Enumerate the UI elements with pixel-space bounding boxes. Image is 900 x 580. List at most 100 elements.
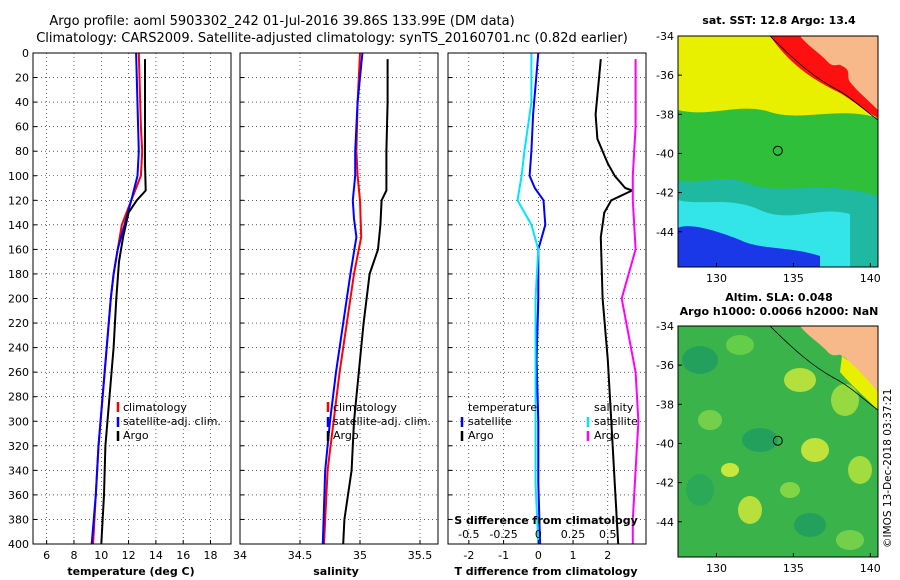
series-line-temperature-satellite bbox=[528, 53, 547, 544]
temperature-legend: climatology satellite-adj. clim. Argo bbox=[116, 401, 221, 442]
sla-map: Altim. SLA: 0.048 Argo h1000: 0.0066 h20… bbox=[656, 291, 881, 575]
s-difference-label: S difference from climatology bbox=[454, 514, 638, 527]
legend-s-satellite-label: satellite bbox=[594, 415, 638, 428]
t-difference-xlabel: T difference from climatology bbox=[454, 565, 637, 578]
sla-coastal-band bbox=[840, 356, 878, 410]
depth-tick-label: 260 bbox=[8, 366, 29, 379]
sla-blob bbox=[682, 346, 718, 374]
map-x-tick-label: 135 bbox=[783, 562, 804, 575]
map-y-tick-label: -42 bbox=[656, 477, 674, 490]
map-x-tick-label: 130 bbox=[706, 272, 727, 285]
depth-tick-label: 220 bbox=[8, 317, 29, 330]
series-line-satellite-adj-clim- bbox=[90, 53, 140, 544]
depth-tick-label: 300 bbox=[8, 415, 29, 428]
argo-position-marker bbox=[772, 435, 783, 446]
series-line-satellite-adj-clim- bbox=[321, 53, 364, 544]
depth-tick-label: 60 bbox=[15, 121, 29, 134]
depth-axis: 0 20 40 60 80 100 120 140 160 180 200 220 240 260 280 3… bbox=[8, 47, 29, 551]
depth-tick-label: 400 bbox=[8, 538, 29, 551]
x-tick-label: 35 bbox=[353, 549, 367, 562]
depth-tick-label: 340 bbox=[8, 464, 29, 477]
difference-x-ticks: -2 -1 0 1 2 bbox=[463, 540, 611, 562]
temperature-panel: 6 8 10 12 14 16 18 temperature (deg C) climato… bbox=[32, 52, 232, 578]
salinity-panel: 34 34.5 35 35.5 salinity climatology satell… bbox=[233, 52, 439, 578]
map-x-tick-label: 140 bbox=[860, 562, 881, 575]
temperature-lines bbox=[90, 53, 147, 544]
depth-tick-label: 120 bbox=[8, 194, 29, 207]
x-tick-label: 35.5 bbox=[408, 549, 433, 562]
series-line-salinity-argo bbox=[620, 59, 640, 544]
legend-satellite-adj-label: satellite-adj. clim. bbox=[333, 415, 431, 428]
land-icon bbox=[800, 36, 878, 110]
salinity-frame bbox=[239, 52, 439, 545]
sla-blob bbox=[801, 438, 829, 462]
s-tick-label: -0.5 bbox=[458, 528, 479, 541]
salinity-grid bbox=[239, 52, 438, 545]
sla-map-title-2: Argo h1000: 0.0066 h2000: NaN bbox=[680, 305, 879, 318]
s-tick-label: 0 bbox=[535, 528, 542, 541]
temperature-xlabel: temperature (deg C) bbox=[67, 565, 194, 578]
x-tick-label: -1 bbox=[498, 549, 509, 562]
depth-tick-label: 360 bbox=[8, 489, 29, 502]
s-tick-label: -0.25 bbox=[489, 528, 517, 541]
x-tick-label: 6 bbox=[43, 549, 50, 562]
legend-argo-label: Argo bbox=[333, 429, 359, 442]
sst-cold-band bbox=[678, 226, 820, 267]
x-tick-label: 18 bbox=[204, 549, 218, 562]
difference-legend-right: salinity satellite Argo bbox=[586, 401, 638, 442]
sla-map-ticks: 130 135 140 -34 -36 -38 -40 -42 -44 bbox=[656, 320, 881, 575]
sla-blob bbox=[742, 428, 778, 452]
legend-satellite-adj-label: satellite-adj. clim. bbox=[123, 415, 221, 428]
sst-map-frame bbox=[677, 35, 879, 268]
difference-lines bbox=[516, 53, 640, 544]
x-tick-label: -2 bbox=[463, 549, 474, 562]
map-y-tick-label: -40 bbox=[656, 437, 674, 450]
depth-tick-label: 40 bbox=[15, 96, 29, 109]
imos-watermark: ©IMOS 13-Dec-2018 03:37:21 bbox=[882, 389, 894, 548]
x-tick-label: 8 bbox=[70, 549, 77, 562]
map-y-tick-label: -44 bbox=[656, 226, 674, 239]
legend-argo-label: Argo bbox=[123, 429, 149, 442]
difference-legend-left: temperature satellite Argo bbox=[460, 401, 537, 442]
series-line-argo bbox=[342, 59, 389, 544]
sla-blob bbox=[698, 410, 722, 430]
sst-map-field bbox=[678, 36, 878, 267]
temperature-frame bbox=[32, 52, 232, 545]
depth-tick-label: 280 bbox=[8, 391, 29, 404]
legend-climatology-label: climatology bbox=[123, 401, 187, 414]
sst-map-title: sat. SST: 12.8 Argo: 13.4 bbox=[702, 14, 856, 27]
series-line-salinity-satellite bbox=[516, 53, 540, 544]
legend-s-argo-label: Argo bbox=[594, 429, 620, 442]
sla-blob bbox=[848, 456, 872, 484]
x-tick-label: 0 bbox=[535, 549, 542, 562]
sla-blob bbox=[738, 496, 762, 524]
series-line-argo bbox=[100, 59, 147, 544]
map-y-tick-label: -34 bbox=[656, 30, 674, 43]
title-line-2: Climatology: CARS2009. Satellite-adjuste… bbox=[36, 31, 628, 46]
depth-tick-label: 0 bbox=[22, 47, 29, 60]
x-tick-label: 10 bbox=[94, 549, 108, 562]
sla-map-title-1: Altim. SLA: 0.048 bbox=[725, 291, 832, 304]
s-tick-label: 0.5 bbox=[599, 528, 617, 541]
depth-tick-label: 320 bbox=[8, 440, 29, 453]
map-y-tick-label: -38 bbox=[656, 108, 674, 121]
difference-grid bbox=[448, 52, 646, 545]
sla-blob bbox=[686, 474, 714, 506]
map-y-tick-label: -38 bbox=[656, 398, 674, 411]
map-y-tick-label: -40 bbox=[656, 147, 674, 160]
salinity-lines bbox=[321, 53, 389, 544]
sla-blob bbox=[794, 513, 826, 537]
sla-blob bbox=[780, 482, 800, 498]
difference-panel: -2 -1 0 1 2 T difference from climatology S … bbox=[447, 52, 647, 578]
s-tick-label: 0.25 bbox=[561, 528, 586, 541]
depth-tick-label: 200 bbox=[8, 293, 29, 306]
sst-map: sat. SST: 12.8 Argo: 13.4 130 135 140 -34 -3… bbox=[656, 14, 881, 285]
sla-blobs bbox=[682, 335, 872, 550]
series-line-temperature-argo bbox=[594, 59, 634, 544]
salinity-x-ticks: 34 34.5 35 35.5 bbox=[233, 540, 432, 562]
x-tick-label: 12 bbox=[122, 549, 136, 562]
temperature-x-ticks: 6 8 10 12 14 16 18 bbox=[43, 540, 218, 562]
legend-climatology-label: climatology bbox=[333, 401, 397, 414]
depth-tick-label: 240 bbox=[8, 342, 29, 355]
